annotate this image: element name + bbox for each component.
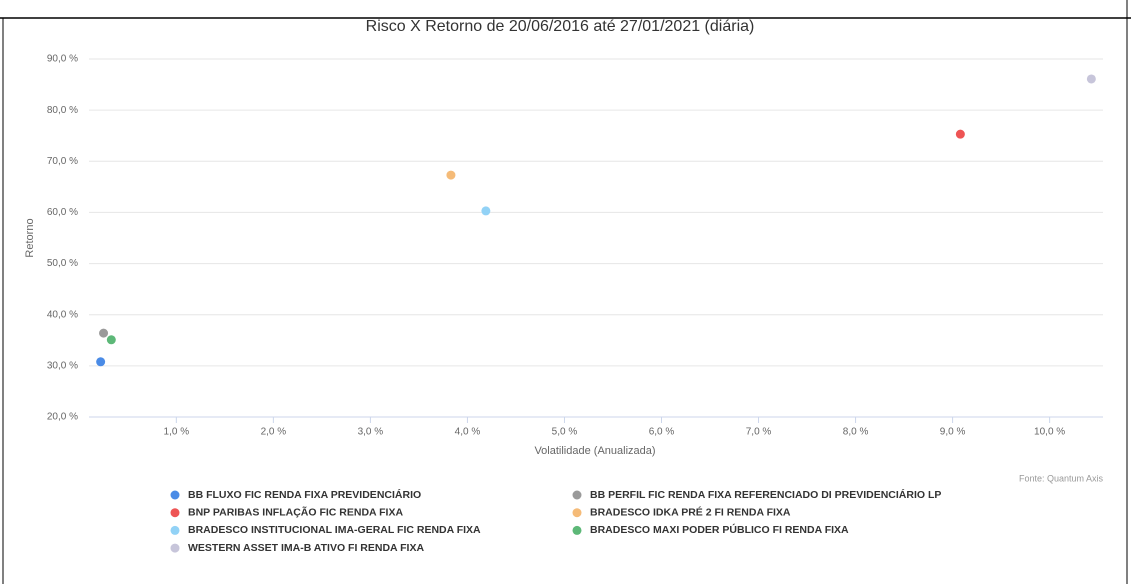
point (96, 357, 106, 367)
legend-label: BRADESCO IDKA PRÉ 2 FI RENDA FIXA (590, 505, 791, 518)
legend-marker (572, 490, 582, 500)
x-tick-label: 7,0 % (746, 427, 772, 438)
point (1086, 74, 1096, 84)
y-tick-label: 40,0 % (47, 309, 78, 320)
y-tick-label: 80,0 % (47, 105, 78, 116)
legend-marker (572, 508, 582, 518)
legend-label: BRADESCO INSTITUCIONAL IMA-GERAL FIC REN… (188, 524, 481, 536)
legend-marker (572, 525, 582, 535)
point (955, 129, 965, 139)
source: Fonte: Quantum Axis (1019, 473, 1104, 483)
x-tick-label: 4,0 % (455, 427, 481, 438)
point (446, 170, 456, 180)
legend-label: BNP PARIBAS INFLAÇÃO FIC RENDA FIXA (188, 505, 403, 518)
y-tick-label: 30,0 % (47, 360, 78, 371)
x-tick-label: 8,0 % (843, 427, 869, 438)
legend-label: BB PERFIL FIC RENDA FIXA REFERENCIADO DI… (590, 488, 941, 501)
point (106, 335, 116, 345)
legend-marker (170, 543, 180, 553)
x-tick-label: 2,0 % (261, 427, 287, 438)
x-tick-label: 1,0 % (164, 427, 190, 438)
x-tick-label: 10,0 % (1034, 427, 1065, 438)
x-tick-label: 9,0 % (940, 427, 966, 438)
legend-label: BRADESCO MAXI PODER PÚBLICO FI RENDA FIX… (590, 523, 849, 536)
x-tick-label: 3,0 % (358, 427, 384, 438)
legend-label: BB FLUXO FIC RENDA FIXA PREVIDENCIÁRIO (188, 488, 421, 501)
x-tick-label: 6,0 % (649, 427, 675, 438)
y-axis-title: Retorno (24, 218, 36, 257)
legend-marker (170, 525, 180, 535)
y-tick-label: 50,0 % (47, 258, 78, 269)
y-tick-label: 70,0 % (47, 156, 78, 167)
chart-title: Risco X Retorno de 20/06/2016 até 27/01/… (366, 18, 755, 35)
legend-label: WESTERN ASSET IMA-B ATIVO FI RENDA FIXA (188, 542, 424, 554)
y-tick-label: 90,0 % (47, 54, 78, 65)
y-tick-label: 60,0 % (47, 207, 78, 218)
point (481, 206, 491, 216)
legend-marker (170, 490, 180, 500)
y-tick-label: 20,0 % (47, 412, 78, 423)
x-axis-title: Volatilidade (Anualizada) (534, 445, 655, 457)
legend-marker (170, 508, 180, 518)
point (99, 328, 109, 338)
x-tick-label: 5,0 % (552, 427, 578, 438)
